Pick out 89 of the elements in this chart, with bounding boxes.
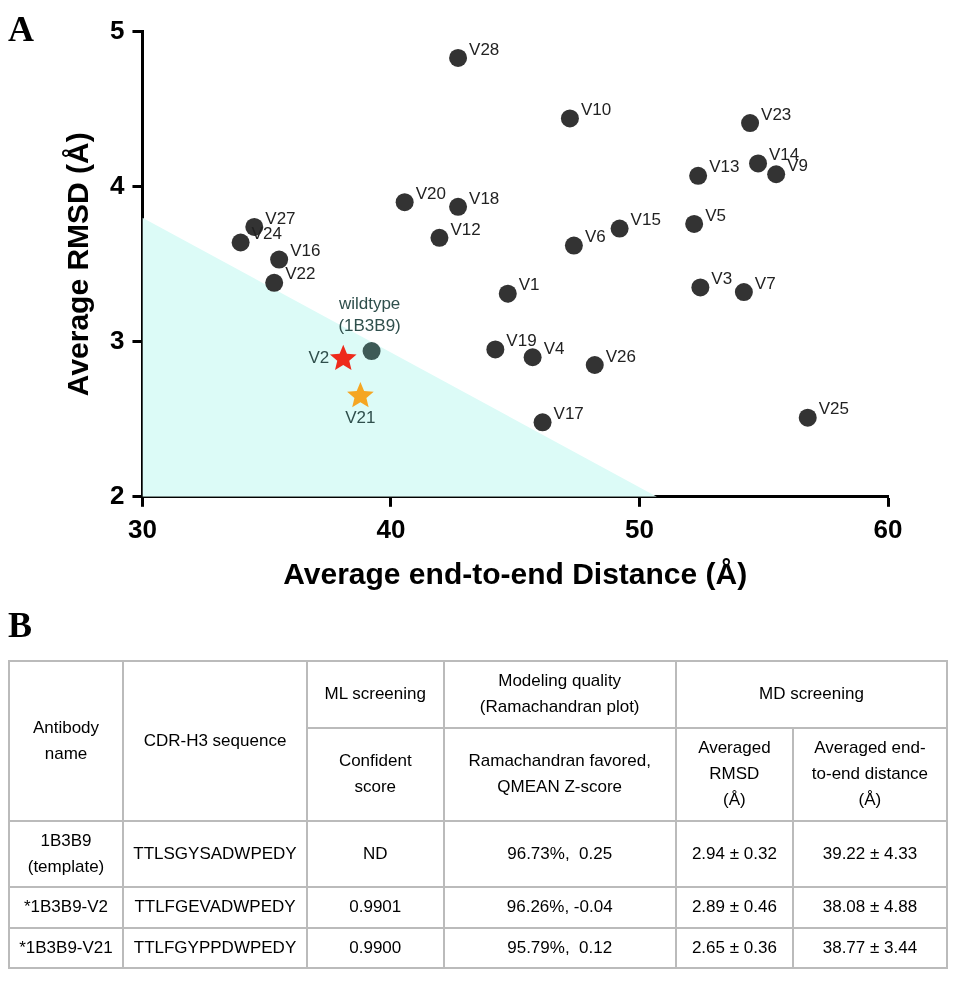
point bbox=[329, 344, 357, 371]
point bbox=[685, 214, 704, 233]
category-label: ML screening bbox=[323, 683, 427, 706]
point bbox=[560, 109, 579, 128]
data-label: V7 bbox=[754, 273, 776, 293]
text: TTLFGYPPDWPEDY bbox=[133, 937, 297, 957]
text: 38.08 ± 4.88 bbox=[822, 897, 918, 917]
point bbox=[691, 278, 710, 297]
text: TTLSGYSADWPEDY bbox=[133, 843, 297, 863]
data-label: V18 bbox=[469, 188, 500, 208]
data-label: V12 bbox=[450, 219, 481, 239]
text: Averaged RMSD (Å) bbox=[697, 736, 772, 812]
text: Confident score bbox=[337, 749, 413, 799]
point bbox=[498, 284, 517, 303]
data-label: wildtype (1B3B9) bbox=[337, 294, 401, 336]
point bbox=[395, 193, 414, 212]
category-label: *1B3B9-V2 bbox=[23, 897, 109, 917]
text: 2.94 ± 0.32 bbox=[691, 843, 777, 863]
text: 96.73%, 0.25 bbox=[507, 843, 613, 863]
text: 95.79%, 0.12 bbox=[507, 937, 613, 957]
y-tick-label: 3 bbox=[109, 324, 125, 355]
text: TTLFGEVADWPEDY bbox=[134, 897, 296, 917]
data-label: V3 bbox=[711, 269, 733, 289]
data-label: V16 bbox=[290, 241, 321, 261]
x-tick-label: 50 bbox=[625, 513, 654, 544]
data-label: V4 bbox=[543, 338, 565, 358]
point bbox=[270, 250, 289, 269]
point bbox=[523, 348, 542, 367]
data-label: V5 bbox=[705, 205, 726, 225]
point bbox=[449, 48, 468, 67]
data-label: V23 bbox=[761, 104, 792, 124]
data-label: V15 bbox=[630, 210, 661, 230]
data-label: V28 bbox=[469, 39, 500, 59]
point bbox=[533, 413, 552, 432]
data-label: V27 bbox=[265, 208, 296, 228]
text: 2.89 ± 0.46 bbox=[691, 897, 777, 917]
x-tick-label: 40 bbox=[376, 513, 406, 544]
x-tick-label: 60 bbox=[873, 513, 903, 544]
category-label: *1B3B9-V21 bbox=[19, 937, 113, 957]
y-axis-title: Average RMSD (Å) bbox=[61, 132, 95, 397]
y-tick-label: 2 bbox=[109, 479, 125, 510]
text: 39.22 ± 4.33 bbox=[822, 843, 918, 863]
point bbox=[564, 236, 583, 255]
text: 0.9901 bbox=[349, 897, 402, 917]
data-label: V6 bbox=[584, 227, 606, 247]
data-label: V25 bbox=[818, 399, 849, 419]
point bbox=[265, 273, 284, 292]
category-label: Antibody name bbox=[31, 716, 101, 765]
text: 96.26%, -0.04 bbox=[506, 897, 613, 917]
point bbox=[734, 283, 753, 302]
text: 2.65 ± 0.36 bbox=[691, 937, 777, 957]
data-label: V17 bbox=[553, 404, 584, 424]
data-label: V26 bbox=[605, 346, 636, 366]
category-label: CDR-H3 sequence bbox=[142, 729, 288, 752]
data-label: V19 bbox=[506, 331, 537, 351]
data-label: V10 bbox=[580, 100, 612, 120]
point bbox=[347, 382, 374, 408]
y-tick-label: 5 bbox=[109, 14, 125, 45]
category-label: MD screening bbox=[758, 683, 865, 706]
data-label: V2 bbox=[308, 348, 330, 368]
chart-title: A bbox=[8, 8, 34, 50]
text: 38.77 ± 3.44 bbox=[822, 937, 918, 957]
point bbox=[449, 197, 468, 216]
data-label: V1 bbox=[518, 275, 540, 295]
point bbox=[486, 340, 505, 359]
x-axis-title: Average end-to-end Distance (Å) bbox=[283, 557, 748, 591]
point bbox=[689, 166, 708, 185]
point bbox=[610, 219, 629, 238]
text: 0.9900 bbox=[349, 937, 402, 957]
point bbox=[741, 114, 760, 133]
data-label: V21 bbox=[345, 408, 376, 428]
text: B bbox=[8, 604, 33, 646]
data-label: V13 bbox=[709, 157, 740, 177]
data-label: V20 bbox=[415, 183, 446, 203]
point bbox=[585, 355, 604, 374]
point bbox=[749, 154, 768, 173]
point bbox=[798, 408, 817, 427]
text: ND bbox=[362, 843, 388, 863]
text: Averaged end- to-end distance (Å) bbox=[810, 736, 930, 812]
point bbox=[362, 342, 381, 361]
category-label: 1B3B9 (template) bbox=[27, 830, 105, 877]
x-tick-label: 30 bbox=[128, 513, 157, 544]
point bbox=[767, 165, 786, 184]
category-label: Modeling quality (Ramachandran plot) bbox=[478, 670, 641, 719]
text: Ramachandran favored, QMEAN Z-score bbox=[467, 749, 652, 799]
y-tick-label: 4 bbox=[109, 169, 125, 200]
point bbox=[231, 233, 250, 252]
point bbox=[430, 228, 449, 247]
data-label: V22 bbox=[285, 264, 316, 284]
